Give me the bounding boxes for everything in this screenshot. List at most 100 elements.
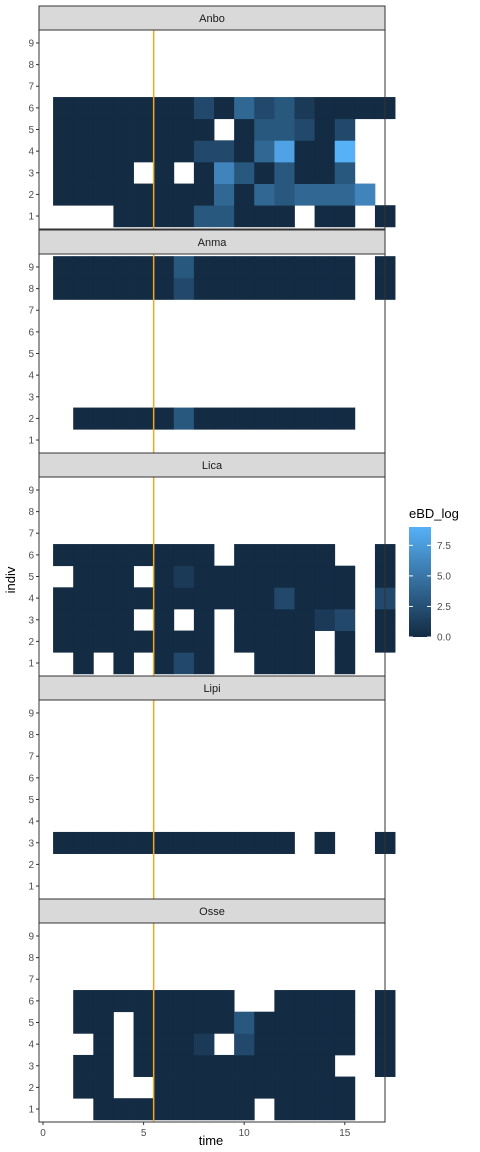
heatmap-cell (294, 1098, 315, 1121)
heatmap-cell (153, 183, 175, 206)
strip-background (38, 229, 386, 255)
y-tick-label: 7 (28, 306, 34, 317)
heatmap-cell (133, 407, 155, 430)
heatmap-cell (153, 831, 175, 854)
heatmap-cell (193, 277, 215, 300)
heatmap-cell (93, 544, 114, 567)
y-tick-label: 2 (28, 860, 34, 871)
y-axis: 1 2 3 4 5 6 7 8 9 (28, 931, 39, 1116)
heatmap-cell (173, 407, 195, 430)
heatmap-cell (133, 277, 155, 300)
heatmap-cell (93, 97, 114, 120)
y-tick-label: 8 (28, 284, 34, 295)
heatmap-cell (274, 1098, 295, 1121)
y-tick-label: 9 (28, 38, 34, 49)
heatmap-cell (93, 1054, 114, 1077)
heatmap-cell (73, 183, 94, 206)
heatmap-cell (173, 97, 195, 120)
heatmap-cell (153, 277, 175, 300)
heatmap-cell (133, 205, 155, 228)
heatmap-cell (173, 1054, 195, 1077)
heatmap-cell (193, 544, 215, 567)
heatmap-cell (234, 161, 255, 184)
heatmap-cell (73, 608, 94, 631)
heatmap-cell (193, 118, 215, 141)
heatmap-cell (254, 407, 275, 430)
heatmap-cell (193, 565, 215, 588)
heatmap-cell (153, 407, 175, 430)
heatmap-cell (314, 1011, 336, 1034)
heatmap-cell (274, 1054, 295, 1077)
y-tick-label: 6 (28, 550, 34, 561)
heatmap-cell (254, 183, 275, 206)
heatmap-cell (193, 161, 215, 184)
legend-ticks: 0.0 2.5 5.0 7.5 (409, 541, 451, 644)
heatmap-cell (254, 205, 275, 228)
heatmap-cell (314, 118, 336, 141)
y-tick-label: 1 (28, 882, 34, 893)
heatmap-cell (334, 118, 356, 141)
heatmap-cell (274, 608, 295, 631)
heatmap-cell (314, 565, 336, 588)
heatmap-cell (133, 118, 155, 141)
heatmap-cell (234, 1033, 255, 1056)
heatmap-cell (334, 1033, 356, 1056)
heatmap-tiles (53, 256, 396, 430)
heatmap-cell (334, 1098, 356, 1121)
heatmap-cell (294, 118, 315, 141)
heatmap-cell (294, 256, 315, 279)
heatmap-cell (113, 97, 134, 120)
heatmap-cell (214, 205, 235, 228)
heatmap-cell (93, 1033, 114, 1056)
y-tick-label: 6 (28, 996, 34, 1007)
x-axis-title: time (199, 1133, 224, 1148)
heatmap-cell (334, 277, 356, 300)
heatmap-cell (113, 407, 134, 430)
heatmap-cell (133, 1098, 155, 1121)
heatmap-cell (234, 1098, 255, 1121)
heatmap-cell (234, 1054, 255, 1077)
heatmap-cell (274, 1076, 295, 1099)
heatmap-cell (294, 277, 315, 300)
facet-lipi: Lipi 1 2 3 4 5 6 7 8 9 (28, 675, 396, 900)
heatmap-cell (73, 256, 94, 279)
y-tick-label: 2 (28, 414, 34, 425)
heatmap-cell (314, 256, 336, 279)
heatmap-cell (354, 183, 376, 206)
heatmap-cell (234, 183, 255, 206)
heatmap-cell (274, 205, 295, 228)
heatmap-cell (274, 277, 295, 300)
heatmap-cell (354, 97, 376, 120)
heatmap-cell (274, 565, 295, 588)
heatmap-cell (234, 608, 255, 631)
heatmap-cell (53, 277, 74, 300)
heatmap-cell (294, 565, 315, 588)
heatmap-cell (53, 97, 74, 120)
y-tick-label: 2 (28, 190, 34, 201)
y-tick-label: 8 (28, 60, 34, 71)
strip-label: Anma (198, 237, 228, 249)
heatmap-cell (234, 544, 255, 567)
strip-label: Lipi (203, 683, 220, 695)
heatmap-cell (73, 161, 94, 184)
heatmap-cell (294, 990, 315, 1013)
heatmap-cell (234, 565, 255, 588)
facet-lica: Lica 1 2 3 4 5 6 7 8 9 (28, 452, 396, 677)
heatmap-cell (234, 205, 255, 228)
heatmap-tiles (73, 990, 396, 1121)
heatmap-cell (294, 97, 315, 120)
y-tick-label: 2 (28, 637, 34, 648)
heatmap-cell (173, 652, 195, 675)
heatmap-cell (214, 1054, 235, 1077)
heatmap-cell (153, 256, 175, 279)
y-tick-label: 7 (28, 752, 34, 763)
heatmap-cell (193, 97, 215, 120)
heatmap-cell (193, 140, 215, 163)
heatmap-cell (274, 140, 295, 163)
heatmap-cell (274, 652, 295, 675)
heatmap-cell (254, 1033, 275, 1056)
heatmap-cell (254, 161, 275, 184)
y-tick-label: 8 (28, 507, 34, 518)
heatmap-cell (53, 256, 74, 279)
heatmap-cell (153, 608, 175, 631)
